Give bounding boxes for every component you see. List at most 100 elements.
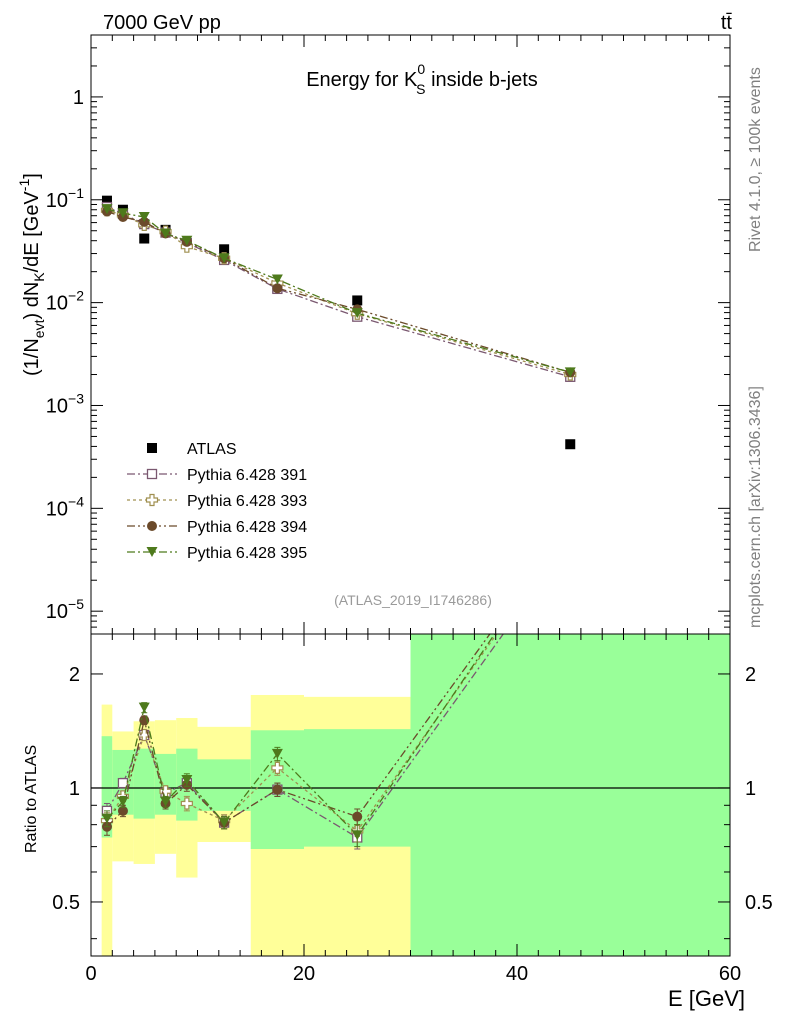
legend-marker <box>147 521 157 531</box>
legend-item-pythia-6-428-393: Pythia 6.428 393 <box>127 493 307 510</box>
x-tick-label: 20 <box>293 963 315 985</box>
legend-marker <box>146 468 158 480</box>
legend-item-atlas: ATLAS <box>147 441 237 458</box>
y-tick-label: 10−5 <box>46 596 84 623</box>
ylabel-e: /dE [GeV <box>21 191 43 273</box>
ratio-point <box>180 797 193 810</box>
y-tick-label: 10−4 <box>46 493 84 520</box>
ratio-line <box>106 634 498 832</box>
ylabel-a: (1/N <box>21 338 43 376</box>
energy-label: 7000 GeV pp <box>103 12 221 34</box>
legend-marker <box>145 493 159 507</box>
ratio-point <box>138 702 150 713</box>
ratio-y-tick-label: 2 <box>69 664 80 686</box>
ylabel-c: ) dN <box>21 282 43 320</box>
legend-item-pythia-6-428-391: Pythia 6.428 391 <box>127 467 307 484</box>
data-point <box>139 233 150 244</box>
ratio-point <box>160 796 172 807</box>
x-tick-label: 0 <box>85 963 96 985</box>
mcplots-label: mcplots.cern.ch [arXiv:1306.3436] <box>747 386 764 628</box>
y-tick-base: 10 <box>46 293 68 315</box>
y-tick-label: 10−1 <box>46 185 84 212</box>
series-atlas <box>101 195 576 450</box>
ratio-point <box>271 761 284 774</box>
ylabel-b: evt <box>31 319 47 338</box>
ratio-point <box>218 817 230 828</box>
y-tick-label: 1 <box>73 87 84 109</box>
data-point <box>138 212 150 223</box>
ratio-point <box>138 728 151 742</box>
ratio-point <box>117 805 128 816</box>
legend-label: Pythia 6.428 393 <box>187 493 307 510</box>
uncertainty-bands <box>101 634 730 956</box>
y-tick-label: 10−2 <box>46 288 84 315</box>
analysis-watermark: (ATLAS_2019_I1746286) <box>334 592 492 608</box>
series-line <box>106 208 571 373</box>
inner-band <box>133 748 155 819</box>
title-sub: S <box>416 81 425 97</box>
inner-band <box>101 736 113 838</box>
ratio-point <box>101 813 113 824</box>
data-point <box>101 204 113 215</box>
ratio-y-tick-label: 0.5 <box>52 892 80 914</box>
series-line <box>106 210 571 373</box>
series-line <box>106 206 571 378</box>
ratio-ylabel: Ratio to ATLAS <box>23 745 40 853</box>
data-point <box>160 228 172 239</box>
x-tick-label: 60 <box>719 963 741 985</box>
y-tick-base: 10 <box>46 498 68 520</box>
ratio-point <box>351 830 363 841</box>
y-tick-base: 1 <box>73 87 84 109</box>
data-point <box>564 367 576 378</box>
series-pythia-6-428-395 <box>101 204 576 378</box>
title-sup: 0 <box>417 61 425 77</box>
y-tick-exponent: −1 <box>68 185 84 201</box>
data-point <box>219 244 230 255</box>
data-point <box>181 235 193 246</box>
ratio-point <box>117 796 129 807</box>
y-tick-exponent: −4 <box>68 493 84 509</box>
legend-marker <box>146 547 158 557</box>
series-pythia-6-428-393 <box>100 204 577 381</box>
legend-item-pythia-6-428-394: Pythia 6.428 394 <box>127 519 307 536</box>
main-ylabel: (1/Nevt) dNK/dE [GeV-1] <box>16 173 47 376</box>
data-point <box>352 295 363 306</box>
data-point <box>117 208 129 219</box>
ylabel-f: -1 <box>16 179 32 192</box>
y-tick-exponent: −5 <box>68 596 84 612</box>
data-point <box>565 439 576 450</box>
title-post: inside b-jets <box>426 69 538 91</box>
inner-band <box>154 753 177 815</box>
y-tick-label: 10−3 <box>46 390 84 417</box>
title-pre: Energy for K <box>306 69 418 91</box>
rivet-label: Rivet 4.1.0, ≥ 100k events <box>747 67 764 252</box>
x-tick-label: 40 <box>506 963 528 985</box>
y-tick-exponent: −2 <box>68 288 84 304</box>
legend-label: Pythia 6.428 395 <box>187 545 307 562</box>
ratio-y-tick-label-right: 2 <box>745 664 756 686</box>
data-point <box>272 283 283 294</box>
inner-band <box>410 634 730 956</box>
ratio-series-pythia-6-428-395 <box>101 634 496 848</box>
data-point <box>218 253 230 264</box>
ratio-point <box>352 811 363 822</box>
legend: ATLAS Pythia 6.428 391 Pythia 6.428 393 Pyt… <box>127 441 307 562</box>
y-tick-base: 10 <box>46 395 68 417</box>
data-point <box>271 274 283 285</box>
series-pythia-6-428-391 <box>101 201 576 382</box>
data-point <box>101 195 112 206</box>
ratio-panel: 0.5 0.51 12 20 20 40 60 Ratio to ATLAS E [GeV] <box>23 633 773 1011</box>
ratio-point <box>272 784 283 795</box>
main-panel: 110−110−210−310−410−5 Energy for K0 S ins… <box>16 34 731 635</box>
data-point <box>351 308 363 319</box>
legend-item-pythia-6-428-395: Pythia 6.428 395 <box>127 545 307 562</box>
legend-marker <box>147 443 157 453</box>
ratio-y-tick-label: 1 <box>69 778 80 800</box>
legend-label: Pythia 6.428 394 <box>187 519 307 536</box>
ratio-point <box>271 748 283 759</box>
series-pythia-6-428-394 <box>101 206 576 378</box>
ratio-point <box>181 774 193 785</box>
ylabel-g: ] <box>21 173 43 179</box>
y-tick-base: 10 <box>46 190 68 212</box>
ylabel-d: K <box>31 272 47 282</box>
